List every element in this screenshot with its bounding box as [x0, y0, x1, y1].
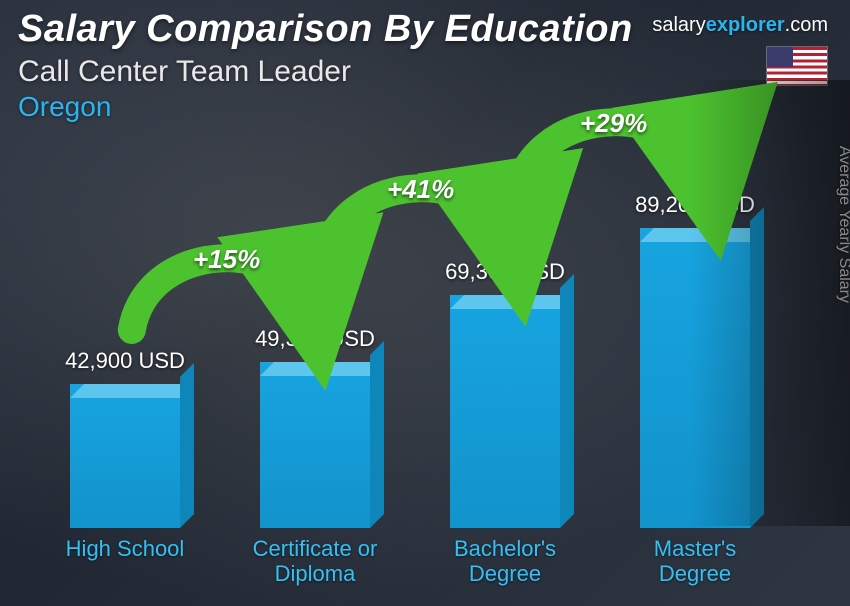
bar-value: 42,900 USD: [65, 348, 185, 374]
bar-chart: 42,900 USD High School 49,300 USD Certifica…: [30, 148, 790, 588]
bar: [450, 295, 560, 528]
bar-item: 89,200 USD Master'sDegree: [600, 192, 790, 588]
y-axis-label: Average Yearly Salary: [835, 146, 850, 303]
flag-icon: [766, 46, 828, 86]
bar-item: 42,900 USD High School: [30, 348, 220, 588]
region-label: Oregon: [18, 91, 832, 123]
brand-suffix: .com: [785, 14, 828, 36]
brand-text-plain: salary: [652, 14, 705, 36]
bar-value: 89,200 USD: [635, 192, 755, 218]
bar-value: 49,300 USD: [255, 326, 375, 352]
bar-value: 69,300 USD: [445, 259, 565, 285]
bar: [640, 228, 750, 528]
bar-category: Bachelor'sDegree: [454, 536, 556, 588]
brand-label: salaryexplorer.com: [652, 14, 828, 37]
brand-text-bold: explorer: [706, 14, 785, 36]
page-subtitle: Call Center Team Leader: [18, 55, 832, 89]
bar-item: 49,300 USD Certificate orDiploma: [220, 326, 410, 588]
bar-category: Master'sDegree: [654, 536, 736, 588]
bar: [70, 384, 180, 528]
bar-category: High School: [66, 536, 185, 588]
bar-item: 69,300 USD Bachelor'sDegree: [410, 259, 600, 588]
bar-category: Certificate orDiploma: [253, 536, 378, 588]
bar: [260, 362, 370, 528]
